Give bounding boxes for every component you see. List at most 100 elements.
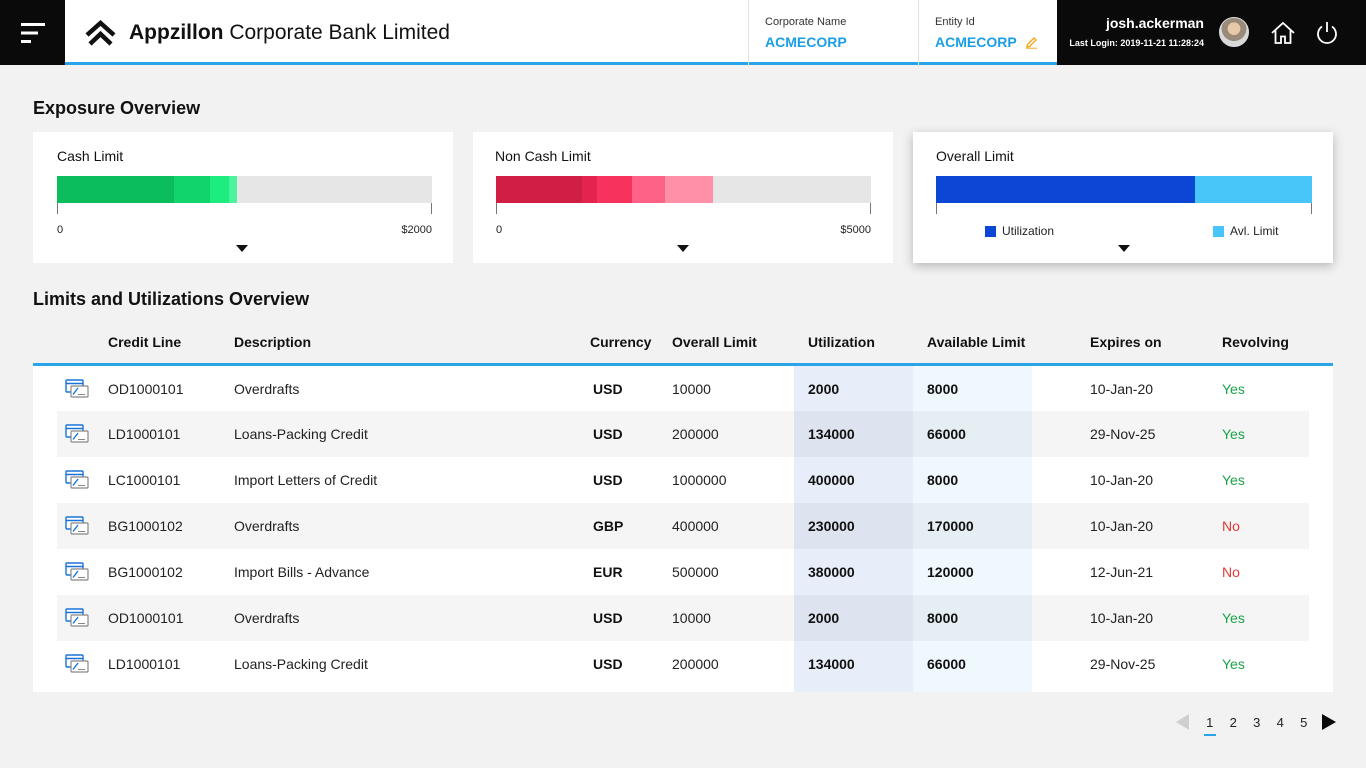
non-cash-limit-expand-caret-icon[interactable] [677, 245, 689, 252]
cell-available-limit: 170000 [927, 518, 974, 534]
prev-page-icon[interactable] [1176, 714, 1190, 730]
overall-limit-card: Overall Limit Utilization Avl. Limit [913, 132, 1333, 263]
th-credit-line[interactable]: Credit Line [108, 334, 182, 350]
th-description[interactable]: Description [234, 334, 312, 350]
cell-currency: USD [593, 426, 623, 442]
credit-line-details-icon[interactable] [65, 378, 89, 399]
menu-button[interactable] [0, 0, 65, 65]
non-cash-limit-segment[interactable] [631, 176, 665, 203]
cell-expires-on: 10-Jan-20 [1090, 472, 1154, 488]
th-utilization[interactable]: Utilization [808, 334, 875, 350]
cash-limit-segment[interactable] [174, 176, 210, 203]
credit-line-details-icon[interactable] [65, 608, 89, 628]
corporate-name-label: Corporate Name [765, 16, 847, 28]
next-page-icon[interactable] [1321, 714, 1336, 730]
cell-currency: USD [593, 656, 623, 672]
non-cash-limit-segment[interactable] [496, 176, 582, 203]
th-available-limit[interactable]: Available Limit [927, 334, 1026, 350]
non-cash-limit-segment[interactable] [664, 176, 713, 203]
table-row[interactable]: LC1000101 Import Letters of Credit USD 1000… [57, 457, 1309, 503]
table-row[interactable]: BG1000102 Import Bills - Advance EUR 500000… [57, 549, 1309, 595]
exposure-overview-title: Exposure Overview [33, 98, 201, 118]
entity-id-value: ACMECORP [935, 34, 1017, 50]
cell-revolving: Yes [1222, 380, 1245, 397]
edit-pencil-icon[interactable] [1025, 36, 1038, 49]
cell-credit-line[interactable]: LD1000101 [108, 656, 181, 672]
cash-limit-expand-caret-icon[interactable] [236, 245, 248, 252]
cell-description: Loans-Packing Credit [234, 656, 368, 672]
cell-credit-line[interactable]: BG1000102 [108, 518, 183, 534]
page-5-link[interactable]: 5 [1300, 714, 1308, 730]
username: josh.ackerman [1105, 15, 1204, 31]
table-row[interactable]: LD1000101 Loans-Packing Credit USD 200000 13… [57, 641, 1309, 687]
credit-line-details-icon[interactable] [65, 424, 89, 444]
corporate-name-value: ACMECORP [765, 34, 847, 50]
cell-utilization: 400000 [808, 472, 855, 488]
available-column-highlight [913, 366, 1032, 692]
credit-line-details-icon[interactable] [65, 562, 89, 582]
cell-revolving: Yes [1222, 472, 1245, 488]
th-currency[interactable]: Currency [590, 334, 652, 350]
non-cash-limit-segment[interactable] [596, 176, 632, 203]
cell-overall-limit: 400000 [672, 518, 719, 534]
legend-utilization-label: Utilization [1002, 224, 1055, 238]
non-cash-limit-max-label: $5000 [840, 224, 871, 236]
overall-limit-expand-caret-icon[interactable] [1118, 245, 1130, 252]
power-icon[interactable] [1312, 18, 1342, 48]
cell-expires-on: 10-Jan-20 [1090, 380, 1154, 397]
cell-utilization: 134000 [808, 426, 855, 442]
cell-overall-limit: 10000 [672, 380, 711, 397]
cell-description: Import Letters of Credit [234, 472, 378, 488]
credit-line-details-icon[interactable] [65, 516, 89, 536]
cash-limit-card: Cash Limit 0 $2000 [33, 132, 453, 263]
credit-line-details-icon[interactable] [65, 470, 89, 490]
cell-utilization: 380000 [808, 564, 855, 580]
cell-overall-limit: 10000 [672, 610, 711, 626]
legend-utilization: Utilization [985, 224, 1054, 238]
cell-currency: USD [593, 380, 623, 397]
cell-currency: USD [593, 472, 623, 488]
table-row[interactable]: OD1000101 Overdrafts USD 10000 2000 8000 10-Ja… [57, 595, 1309, 641]
brand-logo-icon [85, 19, 116, 46]
entity-id-field: Entity Id ACMECORP [918, 0, 1057, 65]
last-login: Last Login: 2019-11-21 11:28:24 [1069, 38, 1204, 48]
page-2-link[interactable]: 2 [1229, 714, 1237, 730]
page-1-link[interactable]: 1 [1198, 715, 1222, 736]
cash-limit-max-label: $2000 [401, 224, 432, 236]
page-4-link[interactable]: 4 [1276, 714, 1284, 730]
cash-limit-segment[interactable] [210, 176, 229, 203]
credit-line-details-icon[interactable] [65, 654, 89, 674]
table-row[interactable]: OD1000101 Overdrafts USD 10000 2000 8000 10-Ja… [57, 366, 1309, 411]
th-overall-limit[interactable]: Overall Limit [672, 334, 757, 350]
cell-utilization: 2000 [808, 380, 840, 397]
cell-credit-line[interactable]: OD1000101 [108, 380, 184, 397]
cell-utilization: 134000 [808, 656, 855, 672]
cell-revolving: No [1222, 564, 1240, 580]
cell-utilization: 230000 [808, 518, 855, 534]
cash-limit-segment[interactable] [228, 176, 237, 203]
overall-available-segment[interactable] [1195, 176, 1312, 203]
cell-credit-line[interactable]: LD1000101 [108, 426, 181, 442]
corporate-name-field: Corporate Name ACMECORP [748, 0, 918, 65]
overall-utilization-segment[interactable] [936, 176, 1196, 203]
non-cash-limit-segment[interactable] [581, 176, 597, 203]
th-expires-on[interactable]: Expires on [1090, 334, 1162, 350]
bank-name: Appzillon Corporate Bank Limited [129, 21, 450, 45]
top-bar: Appzillon Corporate Bank Limited Corpora… [0, 0, 1366, 65]
th-revolving[interactable]: Revolving [1222, 334, 1289, 350]
avatar[interactable] [1219, 17, 1249, 47]
home-icon[interactable] [1268, 18, 1298, 48]
cell-credit-line[interactable]: LC1000101 [108, 472, 181, 488]
cell-expires-on: 10-Jan-20 [1090, 518, 1154, 534]
cell-credit-line[interactable]: BG1000102 [108, 564, 183, 580]
table-row[interactable]: LD1000101 Loans-Packing Credit USD 200000 13… [57, 411, 1309, 457]
cell-available-limit: 8000 [927, 472, 959, 488]
page-3-link[interactable]: 3 [1253, 714, 1261, 730]
cash-limit-bar [57, 176, 432, 203]
table-row[interactable]: BG1000102 Overdrafts GBP 400000 230000 170000… [57, 503, 1309, 549]
non-cash-limit-bar [496, 176, 871, 203]
cell-credit-line[interactable]: OD1000101 [108, 610, 184, 626]
cell-currency: USD [593, 610, 623, 626]
cash-limit-segment[interactable] [57, 176, 174, 203]
